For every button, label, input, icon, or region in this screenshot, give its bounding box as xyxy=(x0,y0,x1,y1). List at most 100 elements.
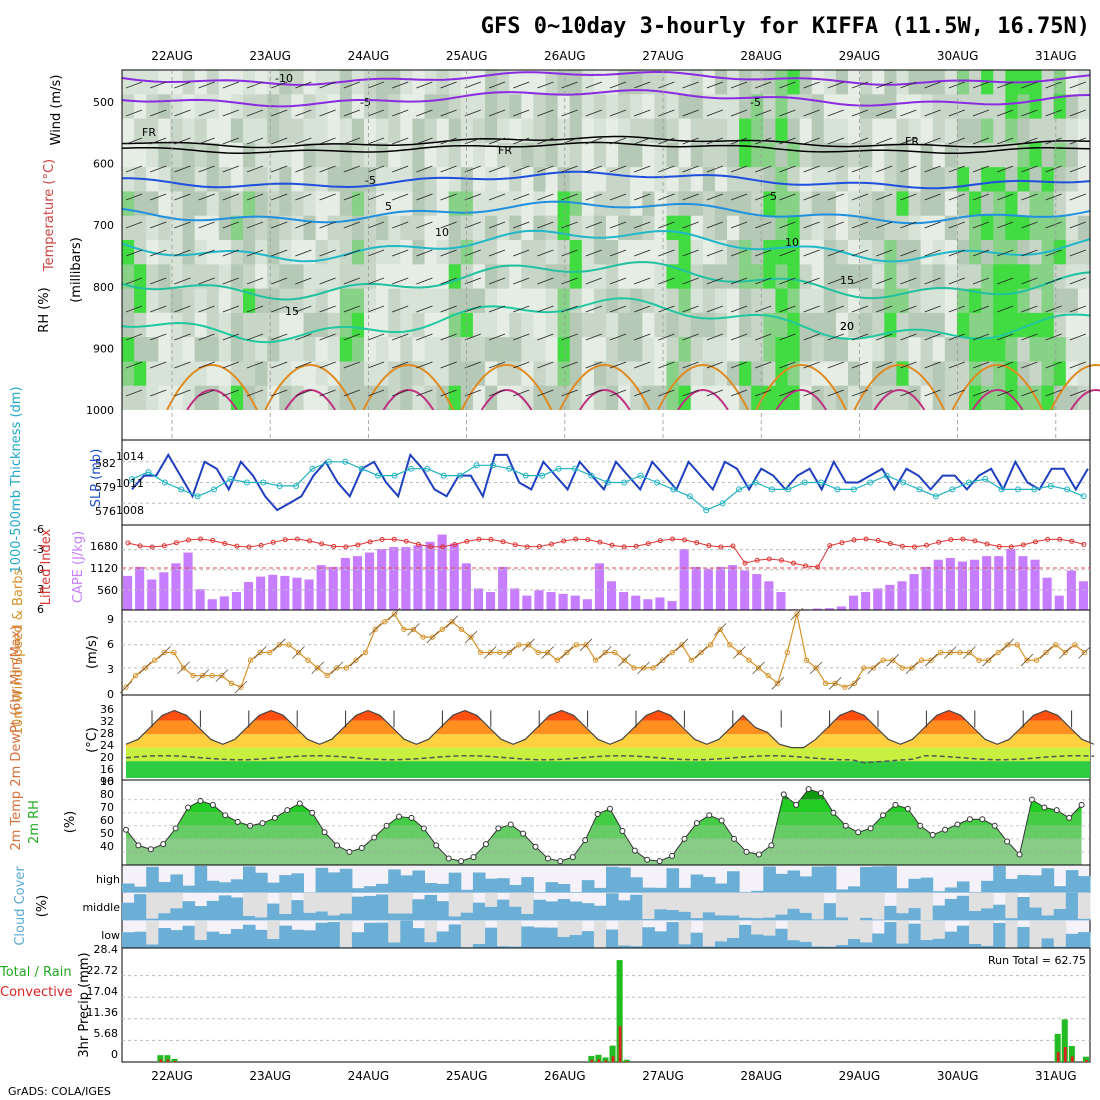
wind-barb xyxy=(319,249,336,257)
wind-barb xyxy=(755,333,772,341)
wind10-barb xyxy=(579,638,593,652)
cloud-bar xyxy=(690,932,704,948)
rh-shade xyxy=(1053,240,1067,265)
cloud-bar xyxy=(291,873,304,893)
rh-shade xyxy=(1053,142,1067,168)
wind-barb xyxy=(513,249,530,257)
cloud-bar xyxy=(267,882,280,893)
wind10-marker xyxy=(295,649,302,656)
wind-barb xyxy=(222,389,239,397)
rh-shade xyxy=(835,191,849,217)
li-line xyxy=(127,538,1085,568)
rh-shade xyxy=(606,191,619,217)
cloud-gap xyxy=(714,920,728,942)
wind-barb xyxy=(513,305,530,313)
li-tick: 6 xyxy=(37,603,44,616)
wind-barb xyxy=(174,221,191,229)
cloud-bar xyxy=(557,899,571,921)
wind-barb xyxy=(827,389,844,397)
cloud-gap xyxy=(678,892,692,912)
rh-shade xyxy=(400,288,413,314)
cloud-bar xyxy=(799,876,813,893)
rh-shade xyxy=(315,337,329,362)
wind10-barb xyxy=(522,638,535,652)
rh-shade xyxy=(1065,312,1079,338)
rh-shade xyxy=(654,240,667,265)
rh-shade xyxy=(1041,70,1055,95)
cloud-bar xyxy=(279,913,292,921)
cape-bar xyxy=(219,596,229,610)
cloud-bar xyxy=(799,912,813,921)
cloud-gap xyxy=(727,920,740,938)
wind-barb xyxy=(851,221,869,229)
wind-barb xyxy=(706,333,723,341)
rh-shade xyxy=(908,264,922,290)
thickness-marker xyxy=(243,479,250,486)
rh-shade xyxy=(557,337,571,362)
rh-marker xyxy=(1041,804,1048,811)
rh-shade xyxy=(920,337,934,362)
cloud-bar xyxy=(206,900,220,921)
wind-barb xyxy=(972,305,990,313)
rh-shade xyxy=(158,288,171,314)
precip-tick: 0 xyxy=(111,1048,118,1061)
rh-shade xyxy=(884,142,897,168)
wind-barb xyxy=(440,389,457,397)
rh-shade xyxy=(860,191,873,217)
rh-shade xyxy=(509,385,522,411)
rh-shade xyxy=(787,191,801,217)
cloud-bar xyxy=(884,905,897,921)
cloud-bar xyxy=(606,929,619,948)
rh-shade xyxy=(969,70,982,95)
wind-barb xyxy=(682,109,699,117)
wind-barb xyxy=(174,389,191,397)
rh-shade xyxy=(1029,167,1043,192)
cape-bar xyxy=(897,581,907,610)
cloud-bar xyxy=(799,941,813,948)
rh-shade xyxy=(593,191,607,217)
rh-shade xyxy=(122,215,135,241)
rh-shade xyxy=(593,361,607,387)
wind-barb xyxy=(537,193,554,201)
rh-shade xyxy=(533,118,546,144)
wind-barb xyxy=(464,165,481,173)
cloud-gap xyxy=(787,920,801,941)
rh-shade xyxy=(557,240,571,265)
wind-barb xyxy=(440,305,457,313)
rh-shade xyxy=(182,264,196,290)
cloud-gap xyxy=(981,892,994,909)
rh-shade xyxy=(364,288,377,314)
rh-shade xyxy=(376,337,389,362)
wind-barb xyxy=(295,193,312,201)
wind-barb xyxy=(125,221,143,229)
slp-line xyxy=(131,452,1089,512)
wind-barb xyxy=(464,81,481,89)
rh-shade xyxy=(799,361,813,387)
rh-shade xyxy=(243,264,256,290)
wind-barb xyxy=(246,165,264,173)
wind-barb xyxy=(271,249,288,257)
rh-shade xyxy=(182,142,196,168)
date-label-bottom: 26AUG xyxy=(544,1069,586,1083)
rh-shade xyxy=(267,191,280,217)
wind-barb xyxy=(682,305,699,313)
wind-barb xyxy=(295,361,312,369)
wind-barb xyxy=(561,193,578,201)
rh-shade xyxy=(1005,385,1018,411)
cloud-bar xyxy=(255,872,268,893)
wind-barb xyxy=(513,277,530,285)
cloud-bar xyxy=(896,888,909,893)
wind-barb xyxy=(464,277,481,285)
cloud-bar xyxy=(303,912,317,921)
rh-shade xyxy=(182,118,196,144)
rh-shade xyxy=(388,312,401,338)
wind-barb xyxy=(876,81,893,89)
rh-tick: 70 xyxy=(100,801,114,814)
rh-shade xyxy=(739,264,752,290)
rh-shade xyxy=(932,361,946,387)
rh-shade xyxy=(388,337,401,362)
rh-shade xyxy=(1029,215,1043,241)
rh-marker xyxy=(718,817,725,824)
rh-marker xyxy=(296,800,303,807)
rh-shade xyxy=(581,215,595,241)
